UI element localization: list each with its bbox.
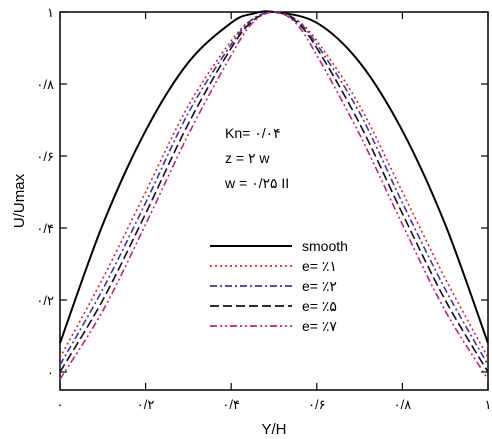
series-line-3 <box>59 11 489 373</box>
x-axis-title: Y/H <box>261 421 286 438</box>
series-group <box>59 10 489 380</box>
plot-frame <box>59 11 489 391</box>
annotation-z: z = ۲ w <box>225 150 270 166</box>
annotation-kn: Kn= ۰/۰۴ <box>225 125 281 141</box>
legend-label-3: e= ٪۵ <box>302 298 337 314</box>
legend-label-2: e= ٪۲ <box>302 278 337 294</box>
legend: smooth e= ٪۱ e= ٪۲ e= ٪۵ e= ٪۷ <box>210 238 348 334</box>
y-tick-label: ۰/۲ <box>36 293 54 308</box>
annotation-w: w = ۰/۲۵ II <box>224 175 289 191</box>
x-tick-label: ۱ <box>485 397 492 412</box>
x-tick-label: ۰/۶ <box>308 397 326 412</box>
x-tick-label: ۰/۲ <box>137 397 155 412</box>
legend-label-1: e= ٪۱ <box>302 258 337 274</box>
y-tick-label: ۱ <box>47 5 54 20</box>
x-tick-label: ۰ <box>57 397 64 412</box>
tick-group: ۰ ۰/۲ ۰/۴ ۰/۶ ۰/۸ ۱ ۰ ۰/۲ ۰/۴ ۰/۶ ۰/۸ ۱ <box>36 5 491 412</box>
y-tick-label: ۰/۸ <box>36 77 54 92</box>
series-line-2 <box>59 11 489 366</box>
x-tick-label: ۰/۴ <box>222 397 240 412</box>
y-tick-label: ۰/۴ <box>36 221 54 236</box>
series-line-0 <box>59 10 489 344</box>
y-tick-label: ۰ <box>47 365 54 380</box>
legend-label-0: smooth <box>302 238 348 254</box>
legend-label-4: e= ٪۷ <box>302 318 337 334</box>
series-line-4 <box>59 11 489 380</box>
y-axis-title: U/Umax <box>11 173 28 228</box>
x-tick-label: ۰/۸ <box>394 397 412 412</box>
y-tick-label: ۰/۶ <box>36 149 54 164</box>
